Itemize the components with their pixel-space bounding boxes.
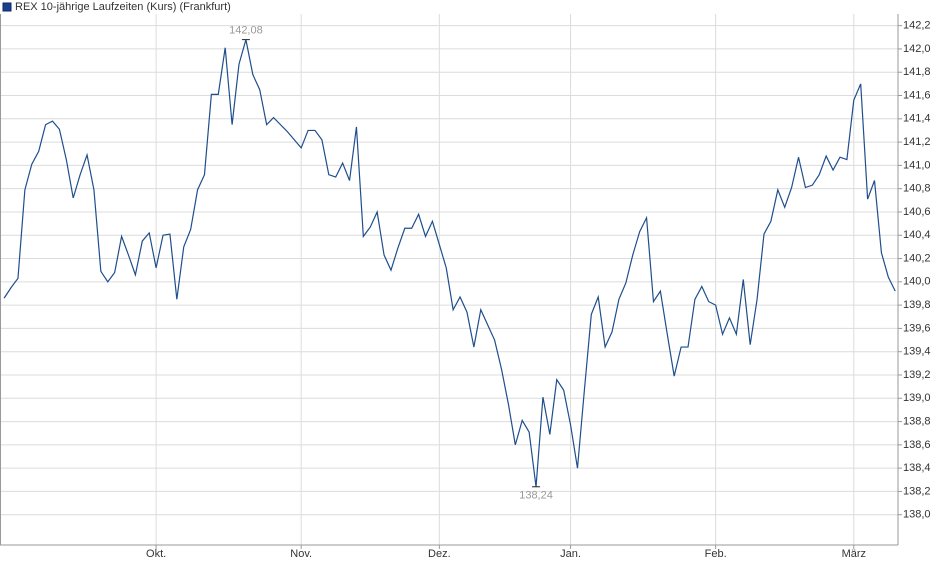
y-tick-label: 138,2 (903, 485, 931, 497)
line-series (3, 39, 896, 487)
legend-label: REX 10-jährige Laufzeiten (Kurs) (Frankf… (15, 1, 231, 13)
x-tick-label: Feb. (705, 548, 727, 560)
y-tick-label: 138,8 (903, 415, 931, 427)
y-tick-label: 140,2 (903, 252, 931, 264)
x-tick-label: Nov. (290, 548, 312, 560)
x-tick-label: Jan. (560, 548, 581, 560)
extreme-label: 138,24 (519, 490, 553, 502)
y-tick-label: 141,6 (903, 89, 931, 101)
legend-swatch (2, 2, 12, 12)
y-tick-label: 142,0 (903, 43, 931, 55)
y-tick-label: 140,8 (903, 183, 931, 195)
y-tick-label: 140,0 (903, 276, 931, 288)
x-tick-label: Dez. (428, 548, 451, 560)
y-tick-label: 139,0 (903, 392, 931, 404)
y-tick-label: 141,8 (903, 66, 931, 78)
y-tick-label: 142,2 (903, 20, 931, 32)
y-tick-label: 140,6 (903, 206, 931, 218)
y-tick-label: 139,8 (903, 299, 931, 311)
y-tick-label: 141,0 (903, 159, 931, 171)
y-tick-label: 138,0 (903, 509, 931, 521)
y-tick-label: 138,6 (903, 439, 931, 451)
y-tick-label: 140,4 (903, 229, 931, 241)
y-tick-label: 138,4 (903, 462, 931, 474)
y-tick-label: 141,4 (903, 113, 931, 125)
extreme-label: 142,08 (229, 25, 263, 37)
x-tick-label: Okt. (146, 548, 166, 560)
y-tick-label: 141,2 (903, 136, 931, 148)
y-tick-label: 139,4 (903, 346, 931, 358)
y-tick-label: 139,6 (903, 322, 931, 334)
y-tick-label: 139,2 (903, 369, 931, 381)
x-tick-label: März (842, 548, 866, 560)
